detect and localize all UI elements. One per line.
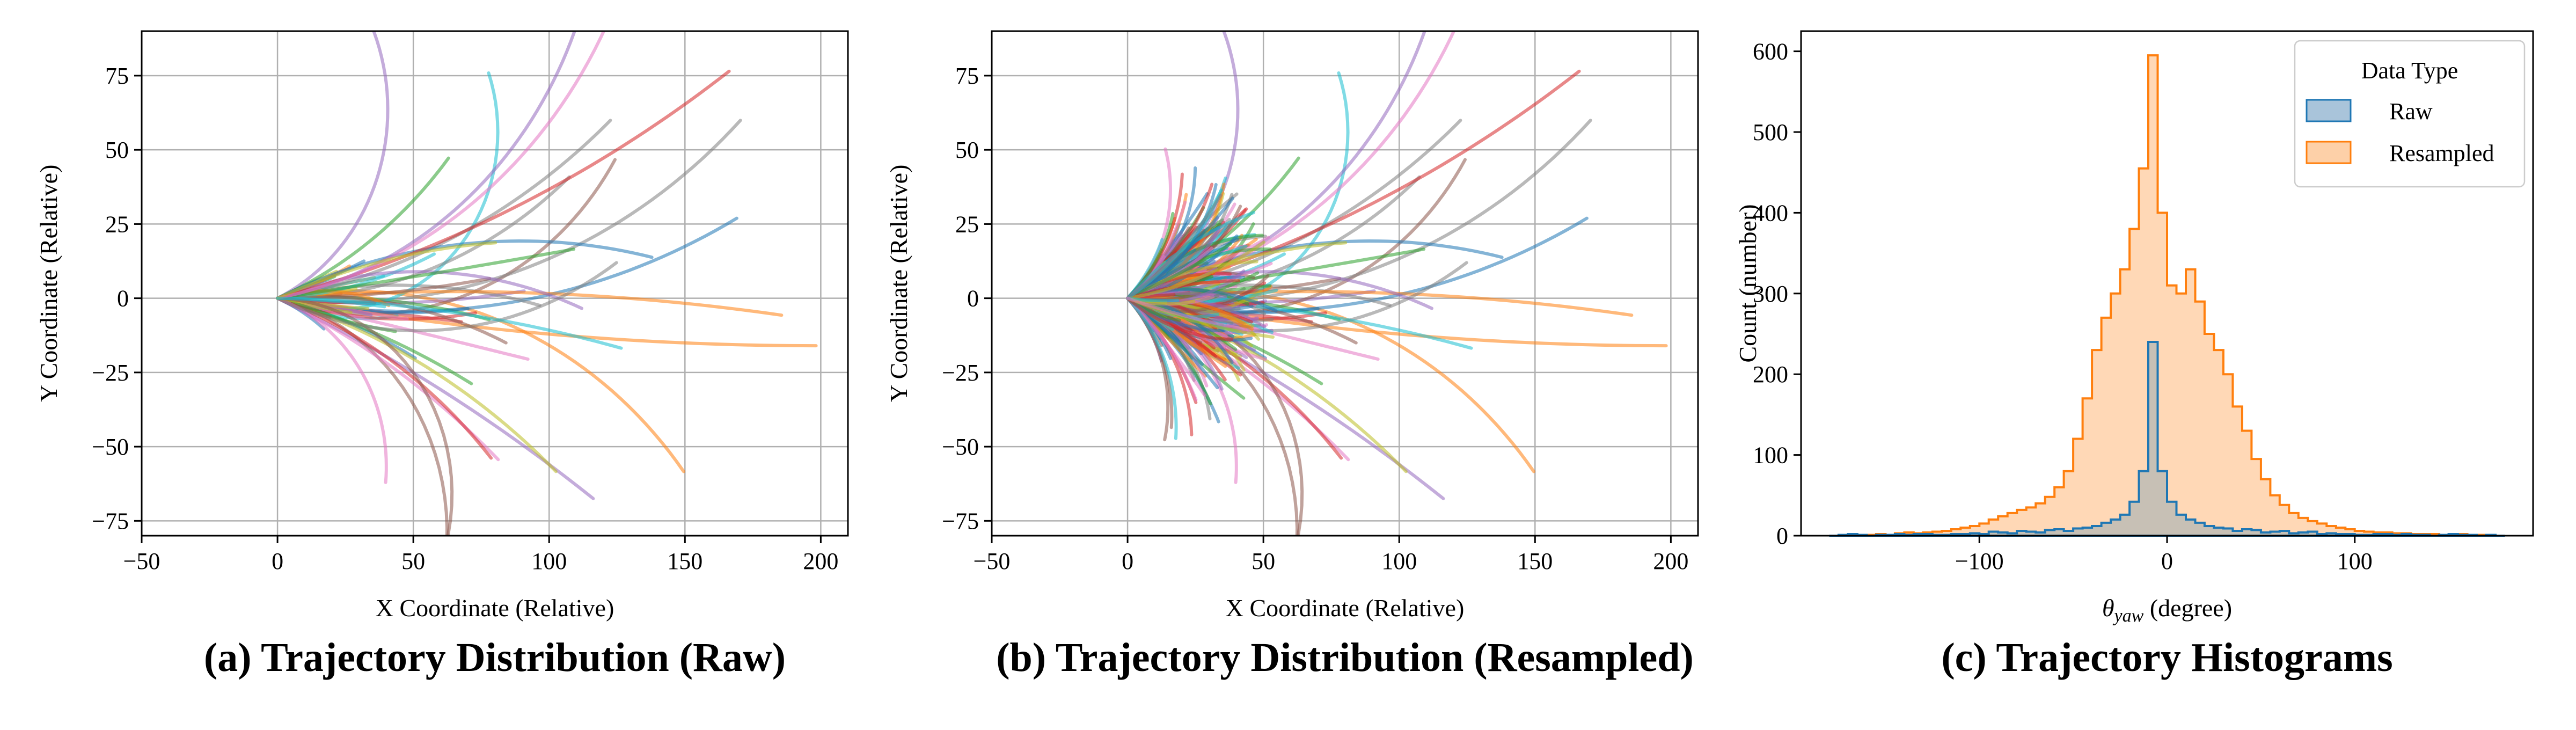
panel-c-hist-fill-resampled bbox=[1829, 55, 2505, 536]
panel-a-y-tick-label: 0 bbox=[117, 286, 129, 312]
panel-b-caption: (b) Trajectory Distribution (Resampled) bbox=[996, 635, 1694, 680]
panel-c-x-axis-label: θyaw (degree) bbox=[2102, 594, 2232, 626]
panel-a-trajectory-line bbox=[276, 296, 454, 536]
panel-c-x-tick-label: 0 bbox=[2161, 548, 2173, 574]
panel-b-y-tick-label: −50 bbox=[942, 434, 979, 460]
panel-a-y-tick-label: 75 bbox=[105, 63, 129, 89]
panel-c-x-tick-label: −100 bbox=[1955, 548, 2004, 574]
panel-b-x-tick-label: 50 bbox=[1252, 548, 1275, 574]
panel-a-y-ticks: −75 −50 −25 0 25 50 75 bbox=[92, 63, 142, 534]
panel-c-x-axis-symbol: θ bbox=[2102, 594, 2114, 622]
panel-b-y-tick-label: 50 bbox=[955, 137, 979, 163]
panel-a-trajectory-line bbox=[276, 69, 731, 300]
panel-c-y-tick-label: 600 bbox=[1753, 39, 1788, 65]
panel-c-hist-step-raw bbox=[1829, 341, 2505, 537]
panel-a-x-ticks: −50 0 50 100 150 200 bbox=[123, 536, 838, 574]
panel-b-y-ticks: −75 −50 −25 0 25 50 75 bbox=[942, 63, 992, 534]
panel-a-trajectory-raw: −50 0 50 100 150 200 −75 −50 −25 0 25 50 75 X Coord… bbox=[35, 30, 849, 680]
panel-a-trajectory-line bbox=[276, 31, 390, 300]
panel-b-trajectory-line bbox=[1126, 296, 1178, 440]
panel-b-y-tick-label: 75 bbox=[955, 63, 979, 89]
panel-a-x-tick-label: 150 bbox=[667, 548, 702, 574]
panel-c-histograms: −100 0 100 0 100 200 300 400 500 600 θyaw (degre… bbox=[1734, 30, 2534, 680]
panel-a-y-tick-label: −25 bbox=[92, 360, 129, 386]
panel-a-trajectory-line bbox=[276, 247, 576, 300]
panel-c-x-axis-unit: (degree) bbox=[2143, 594, 2232, 622]
panel-a-trajectory-line bbox=[276, 241, 497, 300]
panel-b-trajectory-line bbox=[1126, 296, 1233, 341]
panel-b-x-axis-label: X Coordinate (Relative) bbox=[1226, 594, 1465, 622]
panel-b-trajectory-line bbox=[1126, 210, 1256, 300]
panel-b-x-tick-label: 100 bbox=[1381, 548, 1417, 574]
panel-b-trajectory-line bbox=[1126, 242, 1232, 300]
panel-b-x-tick-label: −50 bbox=[974, 548, 1011, 574]
panel-b-frame bbox=[991, 30, 1699, 537]
panel-b-trajectory-line bbox=[1126, 296, 1248, 331]
panel-a-y-tick-label: −50 bbox=[92, 434, 129, 460]
legend-swatch-raw bbox=[2306, 99, 2352, 122]
panel-c-y-tick-label: 0 bbox=[1776, 523, 1788, 549]
panel-b-y-tick-label: 0 bbox=[967, 286, 979, 312]
panel-b-x-tick-label: 0 bbox=[1122, 548, 1133, 574]
legend-frame bbox=[2294, 40, 2526, 188]
panel-c-y-tick-label: 200 bbox=[1753, 361, 1788, 388]
panel-c-legend: Data Type Raw Resampled bbox=[2294, 40, 2526, 188]
panel-c-x-ticks: −100 0 100 bbox=[1955, 536, 2373, 574]
panel-b-y-axis-label: Y Coordinate (Relative) bbox=[885, 165, 912, 403]
panel-a-x-tick-label: −50 bbox=[123, 548, 160, 574]
panel-c-x-axis-subscript: yaw bbox=[2113, 606, 2144, 626]
panel-a-trajectory-line bbox=[276, 296, 388, 484]
panel-a-frame bbox=[141, 30, 849, 537]
panel-a-x-tick-label: 100 bbox=[531, 548, 567, 574]
panel-a-y-tick-label: 50 bbox=[105, 137, 129, 163]
panel-b-y-tick-label: 25 bbox=[955, 211, 979, 237]
panel-a-caption: (a) Trajectory Distribution (Raw) bbox=[204, 635, 786, 680]
legend-label-resampled: Resampled bbox=[2389, 140, 2494, 166]
panel-a-grid bbox=[141, 31, 848, 536]
panel-a-trajectory-line bbox=[276, 239, 654, 300]
panel-a-y-tick-label: 25 bbox=[105, 211, 129, 237]
panel-c-hist-step-resampled bbox=[1829, 54, 2505, 537]
panel-c-y-tick-label: 500 bbox=[1753, 119, 1788, 145]
panel-b-trajectory-line bbox=[1126, 193, 1223, 300]
panel-c-histogram-bars bbox=[1829, 54, 2505, 537]
panel-b-x-tick-label: 200 bbox=[1653, 548, 1688, 574]
panel-c-x-tick-label: 100 bbox=[2337, 548, 2373, 574]
panel-b-trajectory-resampled: −50 0 50 100 150 200 −75 −50 −25 0 25 50 75 X Coord… bbox=[885, 30, 1699, 680]
panel-c-y-ticks: 0 100 200 300 400 500 600 bbox=[1753, 39, 1801, 549]
panel-c-y-tick-label: 300 bbox=[1753, 281, 1788, 307]
panel-a-x-tick-label: 200 bbox=[803, 548, 838, 574]
panel-a-x-tick-label: 50 bbox=[401, 548, 425, 574]
panel-c-caption: (c) Trajectory Histograms bbox=[1941, 635, 2392, 680]
legend-title: Data Type bbox=[2361, 57, 2458, 84]
panel-c-y-tick-label: 400 bbox=[1753, 200, 1788, 226]
panel-c-y-tick-label: 100 bbox=[1753, 442, 1788, 469]
panel-b-x-tick-label: 150 bbox=[1517, 548, 1553, 574]
panel-b-trajectory-line bbox=[1126, 296, 1180, 303]
panel-a-x-tick-label: 0 bbox=[272, 548, 283, 574]
panel-b-x-ticks: −50 0 50 100 150 200 bbox=[974, 536, 1688, 574]
panel-c-y-axis-label: Count (number) bbox=[1734, 204, 1761, 362]
legend-swatch-resampled bbox=[2306, 141, 2352, 164]
panel-a-trajectories bbox=[276, 31, 818, 536]
panel-a-trajectory-line bbox=[276, 31, 606, 300]
panel-b-trajectories bbox=[1126, 31, 1668, 536]
panel-b-trajectory-line bbox=[1126, 240, 1265, 300]
panel-a-x-axis-label: X Coordinate (Relative) bbox=[376, 594, 614, 622]
panel-a-trajectory-line bbox=[276, 296, 623, 350]
panel-a-trajectory-line bbox=[276, 261, 618, 333]
panel-a-y-tick-label: −75 bbox=[92, 508, 129, 534]
panel-a-y-axis-label: Y Coordinate (Relative) bbox=[35, 165, 62, 403]
legend-label-raw: Raw bbox=[2389, 98, 2433, 125]
panel-b-y-tick-label: −25 bbox=[942, 360, 979, 386]
panel-b-y-tick-label: −75 bbox=[942, 508, 979, 534]
